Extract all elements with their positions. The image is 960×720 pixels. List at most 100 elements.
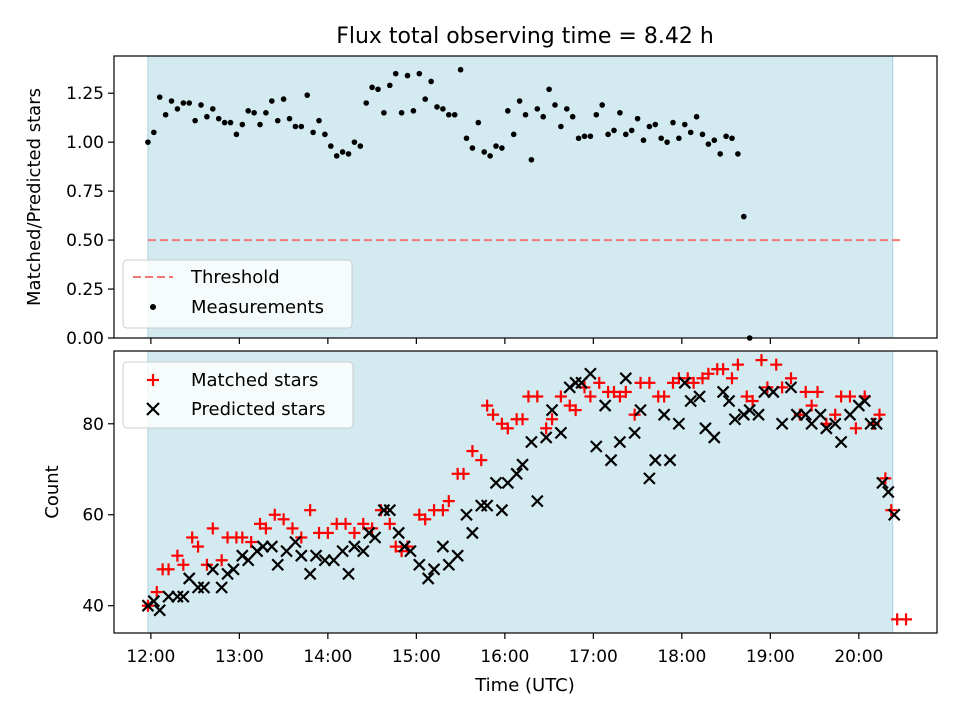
measurement-point [410, 108, 417, 114]
predicted-star-point [206, 563, 220, 576]
predicted-legend-label: Predicted stars [191, 399, 325, 420]
measurement-point [286, 115, 293, 122]
measurement-point [581, 133, 588, 140]
measurement-point [274, 117, 281, 124]
predicted-star-point [828, 417, 842, 431]
measurement-point [634, 115, 641, 122]
measurement-point [381, 109, 387, 116]
bottom-plot-frame [113, 350, 938, 634]
measurement-point [328, 143, 334, 149]
measurement-point [740, 213, 747, 220]
matched-star-point [162, 563, 175, 576]
measurement-point [640, 137, 647, 144]
bottom-y-axis: 40 60 80 [82, 415, 114, 617]
measurement-point [263, 109, 269, 116]
measurement-point [198, 102, 204, 108]
predicted-star-point [421, 572, 435, 585]
predicted-star-point [814, 408, 827, 421]
top-y-tick-label: 0.00 [66, 329, 104, 349]
predicted-star-point [649, 453, 662, 467]
matched-star-point [746, 395, 759, 408]
measurement-point [681, 121, 688, 128]
predicted-star-point [598, 399, 612, 412]
x-tick-label: 20:00 [834, 647, 883, 667]
predicted-star-point [752, 408, 765, 421]
matched-star-point [784, 372, 797, 385]
top-x-ticks [150, 338, 860, 344]
measurement-point [204, 113, 210, 120]
top-legend: Threshold Measurements [122, 259, 353, 329]
matched-star-point [531, 390, 544, 403]
measurement-point [310, 129, 316, 136]
matched-star-point [321, 526, 334, 539]
matched-star-point [540, 422, 553, 435]
predicted-star-point [887, 508, 901, 522]
bottom-y-axis-label: Count [42, 465, 63, 518]
measurement-point [434, 104, 440, 110]
measurement-point [617, 109, 623, 116]
measurement-point [333, 153, 340, 159]
predicted-star-point [510, 467, 523, 481]
matched-star-point [725, 372, 738, 385]
x-tick-label: 12:00 [126, 647, 175, 667]
x-tick-label: 13:00 [215, 647, 264, 667]
predicted-star-point [289, 535, 302, 549]
measurement-point [292, 123, 299, 130]
predicted-star-point [531, 494, 544, 508]
measurement-point [646, 123, 653, 130]
bottom-y-tick-label: 80 [82, 415, 104, 435]
measurement-point [593, 111, 600, 118]
predicted-star-point [628, 426, 641, 440]
measurement-point [569, 113, 576, 120]
predicted-star-point [427, 563, 441, 576]
x-tick-label: 15:00 [392, 647, 441, 667]
measurement-point [499, 145, 505, 151]
measurement-point [670, 119, 676, 126]
measurement-point [451, 111, 458, 118]
x-tick-label: 18:00 [657, 647, 706, 667]
measurement-point [280, 96, 287, 102]
predicted-star-point [775, 417, 789, 431]
predicted-star-point [489, 476, 503, 490]
matched-star-point [268, 508, 281, 521]
predicted-star-point [342, 567, 355, 581]
predicted-star-point [882, 485, 895, 499]
predicted-star-point [197, 581, 211, 594]
measurement-point [156, 94, 163, 100]
x-tick-label: 16:00 [480, 647, 529, 667]
matched-star-point [481, 399, 494, 412]
predicted-star-point [799, 408, 813, 421]
predicted-star-point [545, 403, 559, 417]
measurement-point [457, 66, 464, 73]
matched-star-point [501, 422, 514, 435]
matched-star-point [215, 554, 228, 567]
measurement-point [717, 151, 723, 157]
measurement-point [345, 151, 352, 157]
matched-star-point [277, 513, 290, 526]
matched-legend-label: Matched stars [191, 370, 318, 391]
top-plot-frame [113, 55, 938, 339]
predicted-star-point [303, 567, 317, 581]
matched-star-point [192, 540, 205, 553]
measurement-point [351, 139, 358, 145]
x-tick-label: 17:00 [569, 647, 618, 667]
measurements-series [145, 66, 753, 341]
x-axis-label: Time (UTC) [474, 675, 575, 696]
matched-star-point [304, 504, 317, 517]
measurement-point [528, 156, 535, 163]
chart-title: Flux total observing time = 8.42 h [336, 24, 714, 49]
matched-star-point [206, 522, 219, 535]
measurement-point [658, 135, 664, 142]
measurement-point [611, 127, 617, 134]
predicted-star-point [147, 594, 161, 608]
measurement-point [180, 100, 187, 106]
predicted-legend-marker [146, 402, 160, 416]
measurement-point [469, 145, 476, 151]
measurement-point [516, 98, 523, 104]
matched-star-point [879, 472, 892, 485]
measurement-point [628, 127, 635, 134]
matched-star-point [687, 376, 700, 389]
predicted-star-point [634, 403, 647, 417]
measurement-point [174, 106, 181, 112]
measurement-point [404, 72, 411, 79]
